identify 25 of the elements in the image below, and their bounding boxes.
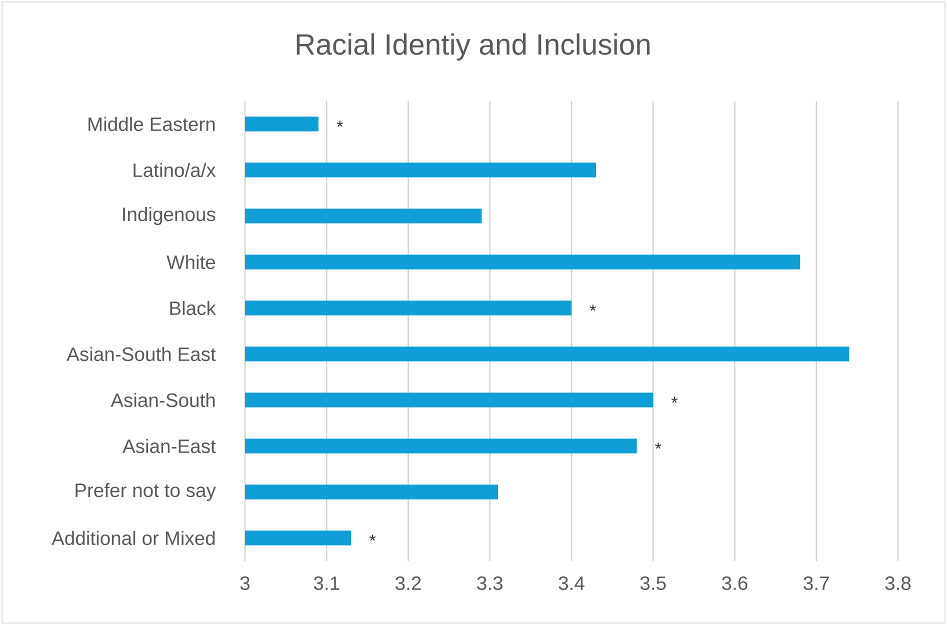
y-tick-label: Asian-East	[122, 438, 216, 454]
y-tick-label: Prefer not to say	[76, 482, 216, 501]
y-tick-label: White	[166, 254, 216, 270]
x-tick-label: 3	[240, 576, 250, 590]
y-tick-label: Asian-South	[110, 392, 215, 408]
x-tick-label: 3.3	[477, 576, 502, 590]
x-tick-label: 3.8	[885, 576, 911, 590]
x-tick-label: 3.7	[804, 576, 829, 590]
annotation: *	[336, 120, 343, 127]
x-tick-label: 3.4	[558, 576, 584, 590]
x-tick-label: 3.2	[396, 576, 421, 590]
x-tick-label: 3.6	[722, 576, 748, 590]
chart-title: Racial Identiy and Inclusion	[296, 33, 650, 61]
annotation: *	[655, 442, 662, 449]
y-tick-label: Asian-South East	[66, 346, 216, 362]
annotation: *	[671, 396, 678, 403]
y-tick-label: Black	[170, 300, 216, 316]
y-tick-label: Latino/a/x	[134, 162, 216, 178]
annotation: *	[369, 534, 376, 541]
x-tick-label: 3.1	[314, 576, 340, 590]
x-tick-label: 3.5	[640, 576, 666, 590]
y-tick-label: Indigenous	[123, 206, 216, 226]
annotation: *	[590, 304, 596, 311]
y-tick-label: Additional or Mixed	[52, 530, 215, 546]
y-tick-label: Middle Eastern	[88, 116, 215, 132]
